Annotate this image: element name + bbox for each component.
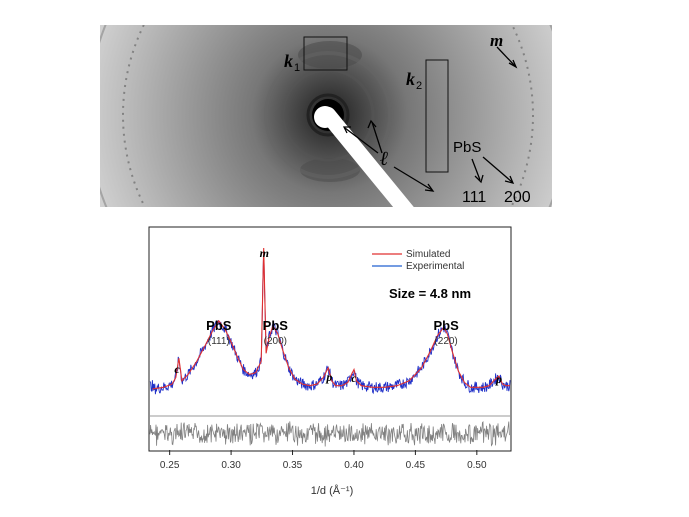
ring-200-label: 200 (504, 189, 531, 206)
l-label: ℓ (380, 148, 389, 170)
peak-label: PbS (206, 318, 232, 333)
experimental-series-line (149, 258, 511, 395)
annotation-arrows (342, 46, 518, 192)
phase-label: p (325, 370, 332, 384)
simulated-series-line (152, 247, 510, 390)
k2-box (425, 59, 449, 173)
series-layer (149, 247, 511, 447)
residual-series-line (149, 420, 510, 447)
peak-index-label: (200) (264, 336, 287, 347)
x-axis-label: 1/d (Å⁻¹) (311, 484, 353, 497)
x-tick-label: 0.45 (406, 460, 426, 471)
k2-label: k (406, 69, 415, 89)
x-tick-label: 0.35 (283, 460, 303, 471)
k1-subscript: 1 (294, 62, 300, 74)
size-annotation: Size = 4.8 nm (389, 286, 471, 301)
peak-label: PbS (433, 318, 459, 333)
k1-box (303, 36, 348, 71)
phase-label: p (495, 372, 502, 386)
x-tick-label: 0.40 (344, 460, 364, 471)
peak-index-label: (220) (434, 336, 457, 347)
x-tick-label: 0.25 (160, 460, 180, 471)
pbs-ring-label: PbS (453, 139, 481, 156)
peak-labels: PbS (111) PbS (200) PbS (220) c m p c p (174, 246, 502, 386)
phase-label: c (174, 362, 180, 376)
k2-subscript: 2 (416, 80, 422, 92)
peak-label: PbS (263, 318, 289, 333)
diffraction-pattern-image: k 1 k 2 m ℓ PbS 111 200 (100, 25, 552, 207)
ring-111-label: 111 (462, 189, 486, 206)
peak-index-label: (111) (208, 336, 230, 347)
phase-label: c (351, 371, 357, 385)
x-tick-label: 0.50 (467, 460, 487, 471)
x-ticks: 0.25 0.30 0.35 0.40 0.45 0.50 (160, 450, 487, 471)
xrd-chart: 0.25 0.30 0.35 0.40 0.45 0.50 1/d (Å⁻¹) Simul… (148, 226, 512, 497)
k1-label: k (284, 51, 293, 71)
m-label: m (490, 31, 503, 50)
legend-experimental: Experimental (406, 261, 464, 272)
phase-label: m (260, 246, 269, 260)
x-tick-label: 0.30 (221, 460, 241, 471)
legend: Simulated Experimental (372, 249, 464, 272)
legend-simulated: Simulated (406, 249, 450, 260)
